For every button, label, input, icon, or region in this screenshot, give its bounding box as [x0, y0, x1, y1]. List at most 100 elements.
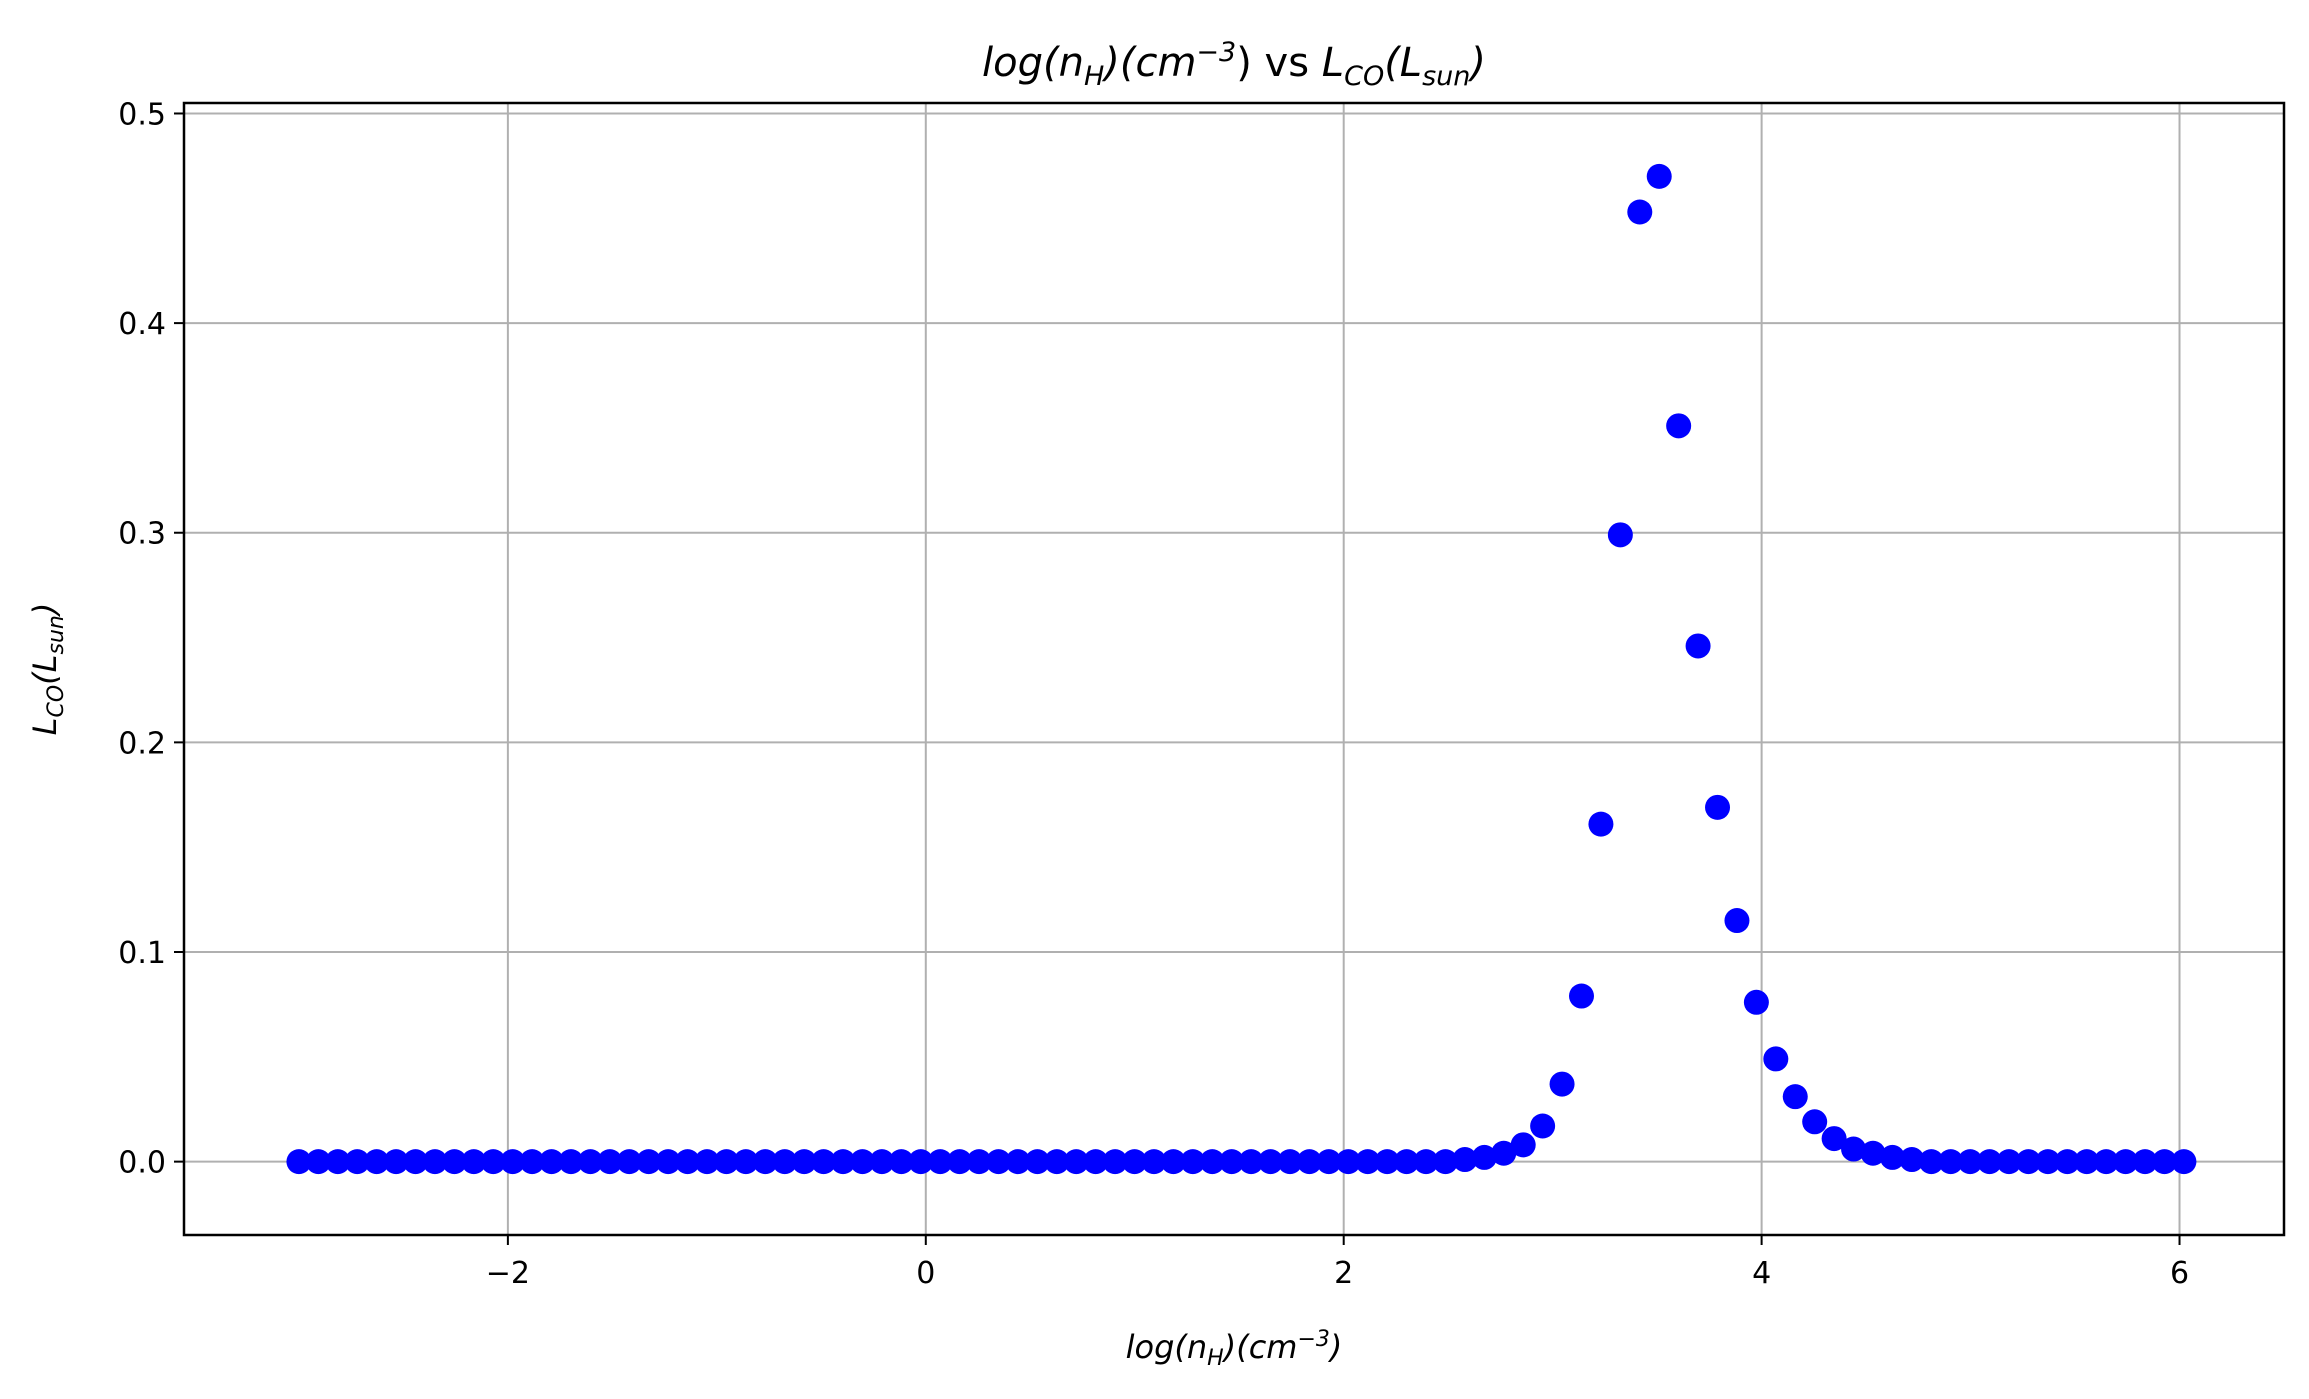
data-point: [1918, 1149, 1944, 1175]
data-point: [1705, 794, 1731, 820]
xlabel-pre: log(n: [1126, 1328, 1208, 1366]
ylabel-post: ): [26, 603, 64, 617]
data-point: [2113, 1149, 2139, 1175]
data-point: [286, 1149, 312, 1175]
title-y-sub2: sun: [1422, 61, 1470, 92]
data-point: [2074, 1149, 2100, 1175]
plot-frame: [182, 101, 2286, 1237]
data-point: [1432, 1149, 1458, 1175]
data-point: [305, 1149, 331, 1175]
title-y-post: ): [1467, 40, 1486, 86]
data-point: [577, 1149, 603, 1175]
data-point: [1063, 1149, 1089, 1175]
data-point: [2035, 1149, 2061, 1175]
grid: [184, 103, 2284, 1235]
data-point: [1180, 1149, 1206, 1175]
data-point: [1879, 1144, 1905, 1170]
data-point: [403, 1149, 429, 1175]
title-separator: vs: [1252, 40, 1322, 86]
data-point: [597, 1149, 623, 1175]
data-point: [830, 1149, 856, 1175]
data-point: [325, 1149, 351, 1175]
xlabel-sub: H: [1207, 1346, 1224, 1371]
data-point: [1530, 1113, 1556, 1139]
x-tick-label: 4: [1752, 1256, 1771, 1291]
ylabel-sub: CO: [44, 685, 69, 718]
y-axis-ticks: 0.0 0.1 0.2 0.3 0.4 0.5: [118, 97, 184, 1181]
data-point: [480, 1149, 506, 1175]
data-point: [1743, 989, 1769, 1015]
data-point: [383, 1149, 409, 1175]
x-tick-label: 6: [2170, 1256, 2189, 1291]
x-tick-label: 0: [916, 1256, 935, 1291]
data-point: [733, 1149, 759, 1175]
data-point: [2093, 1149, 2119, 1175]
data-point: [558, 1149, 584, 1175]
data-point: [616, 1149, 642, 1175]
xlabel-sup: −3: [1297, 1327, 1329, 1352]
title-x-post: ): [1236, 40, 1252, 86]
data-point: [1782, 1084, 1808, 1110]
xlabel-post: ): [1328, 1328, 1342, 1366]
data-point: [791, 1149, 817, 1175]
data-point: [1296, 1149, 1322, 1175]
data-point: [1219, 1149, 1245, 1175]
data-point: [1957, 1149, 1983, 1175]
data-point: [811, 1149, 837, 1175]
y-tick-label: 0.1: [118, 936, 166, 971]
data-point: [1141, 1149, 1167, 1175]
data-point: [1977, 1149, 2003, 1175]
ylabel-pre: L: [26, 718, 64, 736]
ylabel-sub2: sun: [44, 615, 69, 654]
title-y-pre: L: [1322, 40, 1344, 86]
data-point: [1821, 1126, 1847, 1152]
data-point: [461, 1149, 487, 1175]
data-point: [1277, 1149, 1303, 1175]
title-y-mid: (L: [1384, 40, 1422, 86]
x-axis-ticks: −2 0 2 4 6: [486, 1235, 2189, 1291]
data-point: [966, 1149, 992, 1175]
data-point: [1122, 1149, 1148, 1175]
data-point: [1044, 1149, 1070, 1175]
data-point: [1005, 1149, 1031, 1175]
data-point: [1685, 633, 1711, 659]
title-x-sup: −3: [1196, 37, 1236, 68]
data-point: [675, 1149, 701, 1175]
y-tick-label: 0.4: [118, 307, 166, 342]
xlabel-mid: )(cm: [1222, 1328, 1298, 1366]
data-point: [2171, 1149, 2197, 1175]
y-tick-label: 0.2: [118, 726, 166, 761]
data-point: [2132, 1149, 2158, 1175]
data-point: [869, 1149, 895, 1175]
data-point: [1724, 908, 1750, 934]
data-point: [1607, 522, 1633, 548]
plot-area: [184, 103, 2284, 1235]
y-tick-label: 0.3: [118, 517, 166, 552]
data-point: [1355, 1149, 1381, 1175]
data-point: [1258, 1149, 1284, 1175]
data-point: [1627, 199, 1653, 225]
y-tick-label: 0.5: [118, 97, 166, 132]
data-point: [500, 1149, 526, 1175]
data-point: [364, 1149, 390, 1175]
data-point: [1588, 811, 1614, 837]
data-point: [1549, 1071, 1575, 1097]
data-point: [1394, 1149, 1420, 1175]
data-point: [1646, 163, 1672, 189]
data-point: [1316, 1149, 1342, 1175]
x-tick-label: −2: [486, 1256, 530, 1291]
data-point: [1666, 413, 1692, 439]
data-point: [713, 1149, 739, 1175]
data-point: [986, 1149, 1012, 1175]
data-point: [1491, 1140, 1517, 1166]
x-axis-label: log(nH)(cm−3): [1126, 1327, 1343, 1371]
data-point: [1335, 1149, 1361, 1175]
data-point: [1568, 983, 1594, 1009]
data-point: [636, 1149, 662, 1175]
data-point: [539, 1149, 565, 1175]
data-point: [1996, 1149, 2022, 1175]
title-x-pre: log(n: [982, 40, 1084, 86]
data-point: [2151, 1149, 2177, 1175]
data-point: [1510, 1132, 1536, 1158]
